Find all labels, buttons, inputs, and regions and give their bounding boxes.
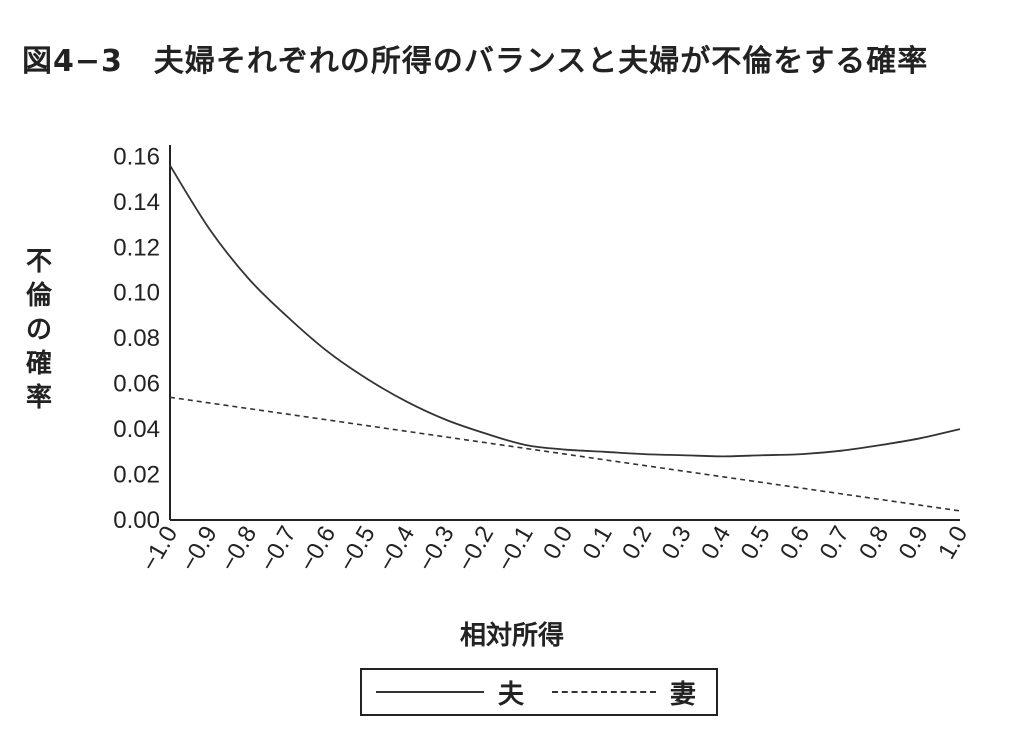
x-axis-ticks: −1.0−0.9−0.8−0.7−0.6−0.5−0.4−0.3−0.2−0.1…	[136, 522, 973, 577]
y-tick-label: 0.06	[113, 371, 160, 398]
x-tick-label: 0.8	[854, 522, 894, 564]
y-tick-label: 0.12	[113, 234, 160, 261]
y-tick-label: 0.16	[113, 143, 160, 170]
x-tick-label: 0.6	[775, 522, 815, 564]
series-line-husband	[169, 164, 961, 458]
y-tick-label: 0.14	[113, 189, 160, 216]
x-tick-label: −0.3	[413, 522, 460, 577]
y-tick-label: 0.02	[113, 462, 160, 489]
x-tick-label: −0.6	[294, 522, 341, 577]
x-tick-label: 0.2	[617, 522, 657, 564]
legend-label-husband: 夫	[498, 679, 525, 710]
series-layer	[169, 164, 961, 512]
y-tick-label: 0.04	[113, 416, 160, 443]
y-tick-label: 0.10	[113, 280, 160, 307]
axes	[169, 145, 960, 521]
x-tick-label: 0.5	[736, 522, 776, 564]
y-tick-label: 0.00	[113, 507, 160, 534]
legend-solid-line-swatch	[376, 691, 484, 693]
x-tick-label: −0.5	[334, 522, 381, 577]
x-tick-label: −0.2	[452, 522, 499, 577]
y-tick-label: 0.08	[113, 325, 160, 352]
legend-item-wife: 妻	[524, 674, 696, 711]
x-tick-label: −0.9	[176, 522, 223, 577]
x-axis-label: 相対所得	[459, 621, 564, 651]
x-tick-label: 0.3	[657, 522, 697, 564]
y-axis-ticks: 0.00 0.02 0.04 0.06 0.08 0.10 0.12 0.14 0.16	[113, 143, 160, 534]
x-tick-label: 0.1	[578, 522, 618, 564]
line-chart: 0.000.020.040.060.080.100.120.140.16 −1.…	[113, 143, 973, 577]
y-axis-label: 不倫の確率	[25, 247, 52, 413]
x-tick-label: 1.0	[933, 522, 973, 564]
legend-dashed-line-swatch	[552, 691, 657, 693]
x-tick-label: −0.7	[255, 522, 302, 577]
legend: 夫 妻	[360, 668, 718, 716]
series-line-wife	[169, 396, 961, 512]
x-tick-label: 0.9	[894, 522, 934, 564]
x-tick-label: −0.8	[215, 522, 262, 577]
legend-item-husband: 夫	[362, 674, 524, 711]
x-tick-label: −0.1	[492, 522, 539, 577]
x-tick-label: 0.4	[696, 522, 736, 564]
chart-title: 図4−3 夫婦それぞれの所得のバランスと夫婦が不倫をする確率	[22, 44, 929, 79]
x-tick-label: −0.4	[373, 522, 420, 577]
x-tick-label: 0.0	[538, 522, 578, 564]
legend-label-wife: 妻	[670, 679, 697, 710]
x-tick-label: 0.7	[815, 522, 855, 564]
